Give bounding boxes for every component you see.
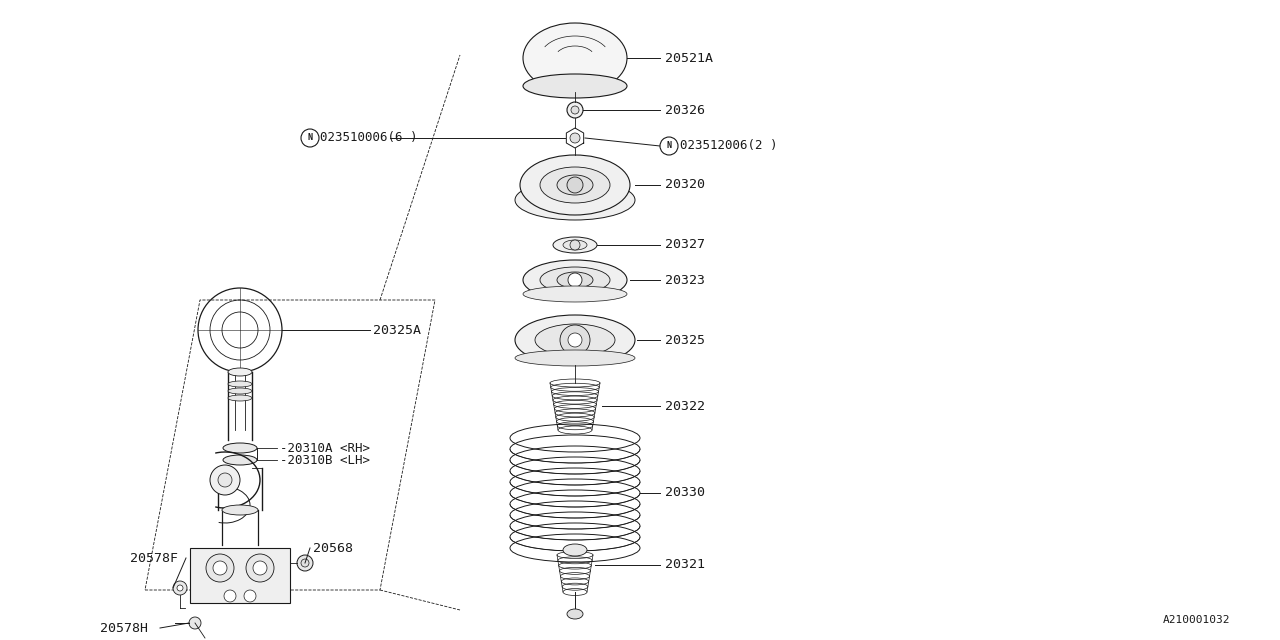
Ellipse shape [535,324,614,356]
Circle shape [253,561,268,575]
Text: N: N [667,141,672,150]
Circle shape [660,137,678,155]
Text: N: N [307,134,312,143]
Ellipse shape [515,180,635,220]
Circle shape [177,585,183,591]
Circle shape [173,581,187,595]
Ellipse shape [515,350,635,366]
Text: -20310A <RH>: -20310A <RH> [280,442,370,454]
Ellipse shape [557,175,593,195]
Text: 20521A: 20521A [666,51,713,65]
Circle shape [301,129,319,147]
Text: 023510006(6 ): 023510006(6 ) [320,131,417,145]
Circle shape [206,554,234,582]
Ellipse shape [563,240,588,250]
Text: 20320: 20320 [666,179,705,191]
Text: 20578H: 20578H [100,621,148,634]
Circle shape [570,240,580,250]
Circle shape [218,473,232,487]
Text: 023512006(2 ): 023512006(2 ) [680,140,777,152]
Text: 20326: 20326 [666,104,705,116]
Text: 20578F: 20578F [131,552,178,564]
Ellipse shape [553,237,596,253]
Text: 20321: 20321 [666,559,705,572]
Circle shape [301,559,308,567]
Circle shape [224,590,236,602]
Text: 20323: 20323 [666,273,705,287]
Circle shape [568,273,582,287]
Circle shape [568,333,582,347]
Circle shape [244,590,256,602]
Text: 20568: 20568 [314,541,353,554]
Bar [189,548,291,603]
Ellipse shape [228,395,252,401]
Circle shape [567,177,582,193]
Ellipse shape [567,609,582,619]
Ellipse shape [520,155,630,215]
Circle shape [561,325,590,355]
Text: A210001032: A210001032 [1162,615,1230,625]
Circle shape [212,561,227,575]
Circle shape [571,106,579,114]
Circle shape [210,465,241,495]
Circle shape [570,133,580,143]
Ellipse shape [228,388,252,394]
Text: -20310B <LH>: -20310B <LH> [280,454,370,467]
Ellipse shape [524,74,627,98]
Text: 20322: 20322 [666,399,705,413]
Ellipse shape [228,381,252,387]
Text: 20327: 20327 [666,239,705,252]
Ellipse shape [540,267,611,293]
Ellipse shape [540,167,611,203]
Ellipse shape [524,260,627,300]
Ellipse shape [524,23,627,93]
Circle shape [297,555,314,571]
Ellipse shape [223,455,257,465]
Text: 20325A: 20325A [372,323,421,337]
Circle shape [567,102,582,118]
Ellipse shape [515,315,635,365]
Ellipse shape [221,505,259,515]
Text: 20325: 20325 [666,333,705,346]
Ellipse shape [228,368,252,376]
Text: 20330: 20330 [666,486,705,499]
Circle shape [189,617,201,629]
Ellipse shape [563,544,588,556]
Circle shape [246,554,274,582]
Ellipse shape [223,443,257,453]
Ellipse shape [557,272,593,288]
Ellipse shape [524,286,627,302]
